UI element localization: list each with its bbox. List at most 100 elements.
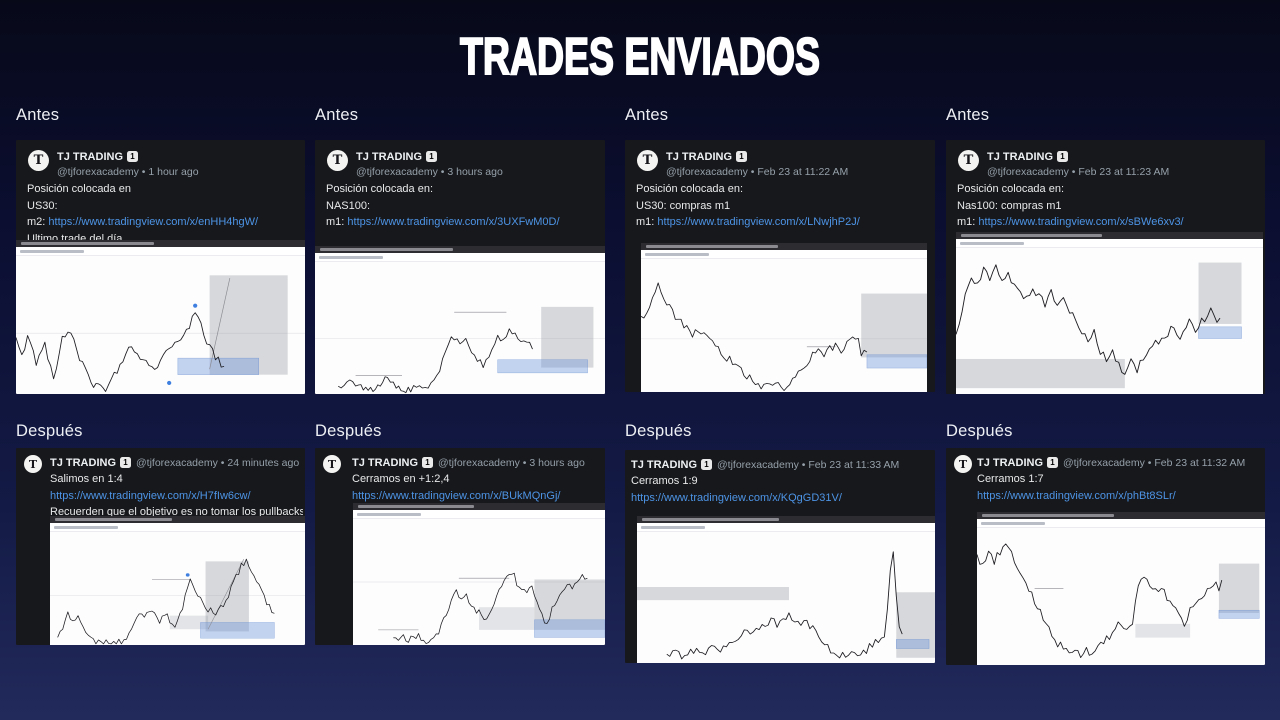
- tweet-card: T TJ TRADING 1 @tjforexacademy • 3 hours a…: [315, 448, 605, 645]
- tweet-meta[interactable]: @tjforexacademy • Feb 23 at 11:22 AM: [666, 166, 849, 178]
- tweet-header: TJ TRADING 1 @tjforexacademy • 1 hour ago: [57, 149, 301, 179]
- account-name[interactable]: TJ TRADING: [977, 457, 1043, 469]
- avatar[interactable]: T: [24, 455, 42, 473]
- demand-zone: [497, 359, 588, 374]
- tradingview-link[interactable]: https://www.tradingview.com/x/KQgGD31V/: [631, 491, 842, 504]
- tweet-text: Recuerden que el objetivo es no tomar lo…: [50, 506, 303, 518]
- tweet-header: TJ TRADING 1 @tjforexacademy • Feb 23 at 1…: [631, 457, 899, 472]
- tweet-body: Posición colocada en: Nas100: compras m1 m…: [957, 181, 1263, 231]
- demand-zone: [896, 639, 930, 649]
- label-antes-4: Antes: [946, 106, 990, 124]
- chart-url-bar: [637, 516, 935, 523]
- tradingview-link[interactable]: https://www.tradingview.com/x/phBt8SLr/: [977, 489, 1176, 502]
- tweet-text-line: m1: https://www.tradingview.com/x/sBWe6x…: [957, 214, 1263, 231]
- tradingview-link[interactable]: https://www.tradingview.com/x/LNwjhP2J/: [657, 216, 860, 228]
- avatar-monogram: T: [963, 153, 974, 168]
- chart-symbol-bar: [315, 253, 605, 262]
- keycap-one-badge: 1: [426, 151, 437, 162]
- tradingview-link[interactable]: https://www.tradingview.com/x/BUkMQnGj/: [352, 489, 561, 502]
- tweet-meta[interactable]: @tjforexacademy • 3 hours ago: [356, 166, 503, 178]
- chart-thumbnail[interactable]: [637, 516, 935, 663]
- chart-thumbnail[interactable]: [50, 516, 305, 645]
- avatar[interactable]: T: [323, 455, 341, 473]
- account-name[interactable]: TJ TRADING: [57, 151, 123, 163]
- chart-url-text: [21, 242, 154, 245]
- chart-symbol-text: [357, 512, 421, 516]
- tradingview-link[interactable]: https://www.tradingview.com/x/H7fIw6cw/: [50, 489, 251, 502]
- keycap-one-badge: 1: [127, 151, 138, 162]
- supply-zone: [169, 615, 209, 630]
- demand-zone: [866, 354, 927, 369]
- account-name[interactable]: TJ TRADING: [352, 457, 418, 469]
- chart-thumbnail[interactable]: [353, 503, 605, 645]
- supply-zone: [1135, 623, 1191, 638]
- tweet-header: TJ TRADING 1 @tjforexacademy • Feb 23 at 1…: [987, 149, 1261, 179]
- chart-symbol-text: [54, 525, 118, 529]
- avatar[interactable]: T: [958, 150, 979, 171]
- supply-zone: [956, 358, 1125, 389]
- tweet-text-line: US30:: [27, 198, 303, 215]
- candlestick-chart: [16, 275, 305, 392]
- account-name[interactable]: TJ TRADING: [987, 151, 1053, 163]
- candlestick-chart: [956, 262, 1242, 389]
- tweet-text: Posición colocada en:: [326, 183, 434, 195]
- label-despues-1: Después: [16, 422, 83, 440]
- chart-symbol-text: [960, 241, 1024, 245]
- tweet-text: m1:: [326, 216, 348, 228]
- tweet-meta[interactable]: @tjforexacademy • Feb 23 at 11:23 AM: [987, 166, 1170, 178]
- supply-zone: [861, 293, 927, 358]
- account-name[interactable]: TJ TRADING: [356, 151, 422, 163]
- chart-thumbnail[interactable]: [956, 232, 1263, 394]
- chart-thumbnail[interactable]: [16, 240, 305, 394]
- supply-zone: [896, 592, 935, 658]
- chart-url-text: [646, 245, 778, 248]
- avatar-monogram: T: [327, 457, 337, 471]
- tweet-text-line: https://www.tradingview.com/x/KQgGD31V/: [631, 490, 933, 507]
- chart-symbol-bar: [977, 519, 1265, 528]
- chart-symbol-bar: [637, 523, 935, 532]
- tweet-meta[interactable]: @tjforexacademy • 3 hours ago: [438, 457, 585, 469]
- avatar[interactable]: T: [954, 455, 972, 473]
- candlestick-chart: [353, 572, 605, 644]
- tweet-meta[interactable]: @tjforexacademy • Feb 23 at 11:33 AM: [717, 459, 900, 471]
- chart-url-text: [55, 518, 173, 521]
- account-name[interactable]: TJ TRADING: [631, 459, 697, 471]
- avatar[interactable]: T: [637, 150, 658, 171]
- chart-thumbnail[interactable]: [977, 512, 1265, 665]
- chart-thumbnail[interactable]: [641, 243, 927, 392]
- tradingview-link[interactable]: https://www.tradingview.com/x/enHH4hgW/: [48, 216, 259, 228]
- avatar[interactable]: T: [28, 150, 49, 171]
- chart-url-text: [642, 518, 780, 521]
- chart-thumbnail[interactable]: [315, 246, 605, 394]
- candlestick-chart: [50, 558, 305, 645]
- chart-url-bar: [50, 516, 305, 523]
- tradingview-link[interactable]: https://www.tradingview.com/x/sBWe6xv3/: [978, 216, 1184, 228]
- tweet-header: TJ TRADING 1 @tjforexacademy • 24 minutes …: [50, 455, 299, 470]
- avatar-monogram: T: [642, 153, 653, 168]
- avatar-monogram: T: [332, 153, 343, 168]
- tradingview-link[interactable]: https://www.tradingview.com/x/3UXFwM0D/: [347, 216, 560, 228]
- tweet-meta[interactable]: @tjforexacademy • 24 minutes ago: [136, 457, 300, 469]
- label-despues-2: Después: [315, 422, 382, 440]
- tweet-meta[interactable]: @tjforexacademy • Feb 23 at 11:32 AM: [1063, 457, 1246, 469]
- keycap-one-badge: 1: [120, 457, 131, 468]
- account-name[interactable]: TJ TRADING: [666, 151, 732, 163]
- avatar[interactable]: T: [327, 150, 348, 171]
- tweet-body: Cerramos en +1:2,4 https://www.tradingvie…: [352, 471, 603, 504]
- tweet-header: TJ TRADING 1 @tjforexacademy • Feb 23 at 1…: [666, 149, 931, 179]
- chart-url-bar: [16, 240, 305, 247]
- tweet-text-line: Posición colocada en:: [326, 181, 603, 198]
- chart-url-text: [982, 514, 1115, 517]
- supply-zone: [534, 579, 605, 630]
- tweet-meta[interactable]: @tjforexacademy • 1 hour ago: [57, 166, 199, 178]
- chart-symbol-bar: [641, 250, 927, 259]
- tweet-text-line: m1: https://www.tradingview.com/x/LNwjhP…: [636, 214, 933, 231]
- tweet-body: Posición colocada en US30: m2: https://www…: [27, 181, 303, 247]
- supply-zone: [1218, 563, 1260, 613]
- account-name[interactable]: TJ TRADING: [50, 457, 116, 469]
- tweet-card: T TJ TRADING 1 @tjforexacademy • 24 minute…: [16, 448, 305, 645]
- tweet-text: Cerramos 1:7: [977, 473, 1044, 485]
